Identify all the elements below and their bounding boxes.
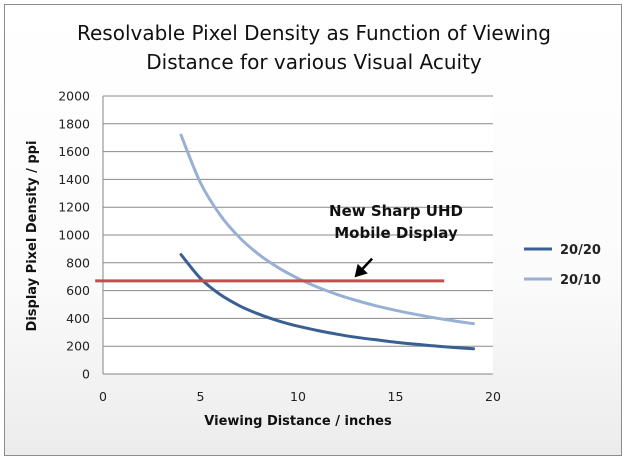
legend-label: 20/20: [560, 243, 601, 258]
y-tick-label: 1200: [58, 200, 90, 215]
y-tick-label: 600: [66, 283, 90, 298]
y-tick-label: 1400: [58, 172, 90, 187]
arrow-shaft: [361, 257, 374, 270]
y-tick-label: 0: [82, 367, 90, 382]
y-tick-label: 1600: [58, 144, 90, 159]
x-tick-labels: 0 5 10 15 20: [99, 389, 501, 404]
x-tick-label: 0: [99, 389, 107, 404]
legend: 20/20 20/10: [524, 243, 601, 288]
annotation-arrow: [354, 257, 374, 278]
annotation-line-1: New Sharp UHD: [329, 202, 463, 220]
x-tick-label: 20: [485, 389, 501, 404]
grid-lines: [103, 95, 493, 347]
annotation-line-2: Mobile Display: [334, 224, 458, 242]
x-tick-label: 15: [388, 389, 404, 404]
y-tick-labels: 0 200 400 600 800 1000 1200 1400 1600 1800 2000: [58, 89, 90, 382]
series-line-20/10: [179, 133, 475, 326]
x-tick-label: 5: [197, 389, 205, 404]
legend-label: 20/10: [560, 273, 601, 288]
y-tick-label: 2000: [58, 89, 90, 104]
chart-title-line-2: Distance for various Visual Acuity: [146, 50, 482, 74]
y-tick-label: 1000: [58, 228, 90, 243]
series-lines: [179, 133, 475, 351]
y-tick-label: 200: [66, 339, 90, 354]
y-tick-label: 800: [66, 255, 90, 270]
x-tick-label: 10: [290, 389, 306, 404]
arrow-head: [354, 263, 368, 278]
y-tick-label: 1800: [58, 116, 90, 131]
y-tick-label: 400: [66, 311, 90, 326]
y-axis-title: Display Pixel Density / ppi: [25, 141, 40, 332]
chart-title-line-1: Resolvable Pixel Density as Function of …: [77, 21, 551, 45]
x-axis-title: Viewing Distance / inches: [204, 414, 392, 429]
series-line-20/20: [179, 253, 475, 351]
